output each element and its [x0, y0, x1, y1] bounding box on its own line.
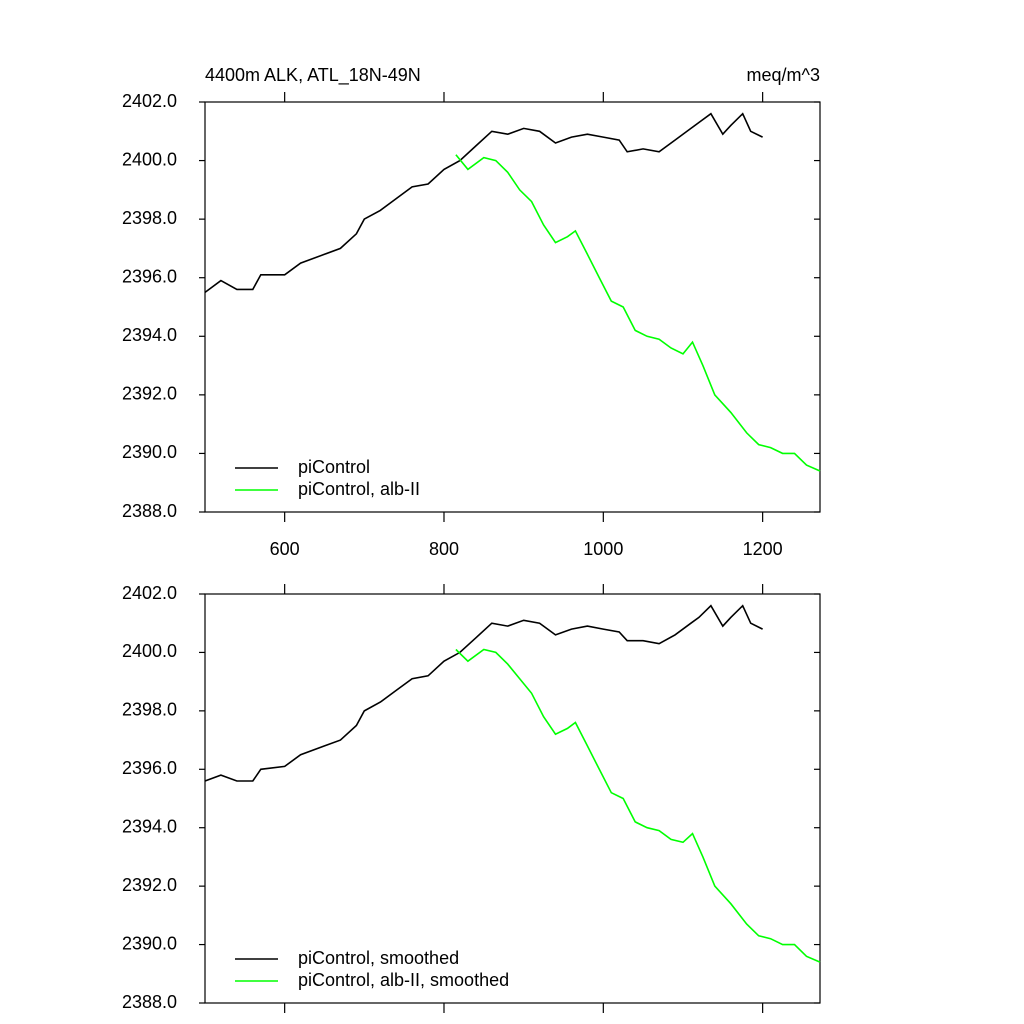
y-tick-label: 2388.0: [122, 501, 177, 521]
legend-label: piControl, smoothed: [298, 948, 459, 968]
legend-label: piControl, alb-II: [298, 479, 420, 499]
legend-label: piControl, alb-II, smoothed: [298, 970, 509, 990]
y-tick-label: 2388.0: [122, 992, 177, 1012]
y-tick-label: 2402.0: [122, 91, 177, 111]
y-tick-label: 2398.0: [122, 208, 177, 228]
plot-frame: [204, 593, 821, 1004]
series-line: [204, 112, 763, 294]
y-tick-label: 2402.0: [122, 583, 177, 603]
y-tick-label: 2400.0: [122, 149, 177, 169]
y-tick-label: 2396.0: [122, 266, 177, 286]
y-tick-label: 2398.0: [122, 700, 177, 720]
y-tick-label: 2394.0: [122, 325, 177, 345]
legend-label: piControl: [298, 457, 370, 477]
y-tick-label: 2392.0: [122, 384, 177, 404]
y-tick-label: 2392.0: [122, 875, 177, 895]
series-line: [204, 604, 763, 782]
x-tick-label: 600: [270, 539, 300, 559]
series-line: [455, 154, 821, 472]
x-tick-label: 1200: [743, 539, 783, 559]
chart-title: 4400m ALK, ATL_18N-49N: [205, 65, 421, 86]
y-tick-label: 2390.0: [122, 442, 177, 462]
units-label: meq/m^3: [747, 65, 820, 85]
y-tick-label: 2390.0: [122, 933, 177, 953]
plot-frame: [204, 101, 821, 513]
series-line: [455, 648, 821, 963]
y-tick-label: 2396.0: [122, 758, 177, 778]
y-tick-label: 2400.0: [122, 641, 177, 661]
x-tick-label: 1000: [583, 539, 623, 559]
y-tick-label: 2394.0: [122, 816, 177, 836]
x-tick-label: 800: [429, 539, 459, 559]
